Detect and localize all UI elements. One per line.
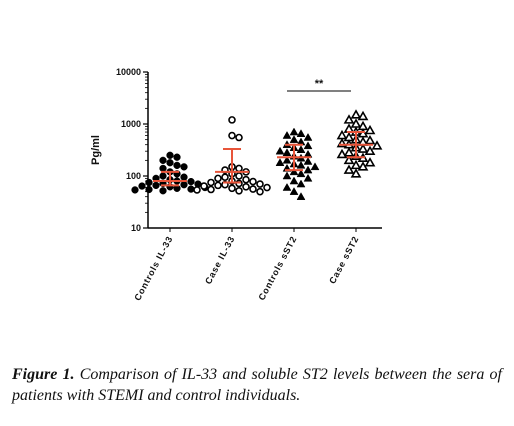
point xyxy=(228,131,236,140)
point xyxy=(173,153,181,161)
point xyxy=(282,148,292,156)
point xyxy=(296,192,306,200)
point xyxy=(303,157,313,165)
point xyxy=(159,172,167,180)
point xyxy=(180,181,188,189)
point xyxy=(228,116,236,124)
point xyxy=(343,164,355,174)
point xyxy=(200,182,208,190)
point xyxy=(159,187,167,195)
y-axis-label: Pg/ml xyxy=(90,135,102,165)
chart: Pg/ml 10 100 1000 10000 Controls IL-33 Case I… xyxy=(90,67,383,302)
point xyxy=(282,171,292,180)
point xyxy=(289,167,299,176)
point xyxy=(221,173,229,181)
point xyxy=(303,132,313,141)
x-tick-label: Controls IL-33 xyxy=(132,234,174,302)
point xyxy=(214,181,222,190)
point xyxy=(159,164,167,173)
x-tick-label: Case IL-33 xyxy=(203,234,237,286)
point xyxy=(296,169,306,178)
y-tick-label: 10 xyxy=(131,223,141,233)
point xyxy=(282,131,292,139)
point xyxy=(350,168,362,178)
point xyxy=(350,118,362,128)
point xyxy=(364,124,376,135)
point xyxy=(166,159,174,167)
point xyxy=(296,145,306,153)
point xyxy=(138,182,146,190)
point xyxy=(228,184,236,193)
point xyxy=(296,129,306,137)
point xyxy=(242,175,250,184)
point xyxy=(152,181,160,190)
point xyxy=(235,172,243,180)
point xyxy=(357,161,369,171)
point xyxy=(235,133,243,142)
point xyxy=(256,180,264,188)
y-tick-label: 10000 xyxy=(116,67,141,77)
point xyxy=(275,158,285,166)
point xyxy=(193,186,201,194)
x-tick-label: Case sST2 xyxy=(327,234,361,285)
point xyxy=(207,178,215,187)
point xyxy=(296,160,306,169)
point xyxy=(256,187,264,196)
point xyxy=(207,185,215,194)
point xyxy=(310,162,320,171)
point xyxy=(173,161,181,170)
x-tick-label: Controls sST2 xyxy=(256,234,298,302)
point xyxy=(282,155,292,164)
caption-label: Figure 1. xyxy=(12,366,75,383)
point xyxy=(303,165,313,174)
y-tick-label: 100 xyxy=(126,171,141,181)
point xyxy=(145,178,153,187)
point xyxy=(364,145,376,155)
point xyxy=(343,154,355,165)
point xyxy=(289,135,299,143)
point xyxy=(296,179,306,188)
point xyxy=(343,114,355,124)
point xyxy=(364,157,376,167)
significance-label: ** xyxy=(315,78,324,90)
point xyxy=(166,151,174,159)
point xyxy=(303,141,313,150)
point xyxy=(159,156,167,164)
point xyxy=(242,182,250,191)
point xyxy=(214,174,222,183)
point xyxy=(357,143,369,153)
point xyxy=(357,110,369,121)
point xyxy=(249,177,257,186)
point xyxy=(357,128,369,138)
point xyxy=(350,109,362,119)
point xyxy=(235,164,243,173)
point xyxy=(275,146,285,155)
y-tick-label: 1000 xyxy=(121,119,141,129)
point xyxy=(249,185,257,193)
point xyxy=(336,148,348,159)
point xyxy=(180,163,188,171)
point xyxy=(131,186,139,194)
caption: Figure 1. Comparison of IL-33 and solubl… xyxy=(12,364,502,406)
point xyxy=(289,187,299,195)
point xyxy=(187,177,195,186)
point xyxy=(263,183,271,192)
point xyxy=(235,186,243,195)
point xyxy=(282,183,292,191)
point xyxy=(145,185,153,194)
point xyxy=(180,173,188,181)
caption-text: Comparison of IL-33 and soluble ST2 leve… xyxy=(12,366,502,404)
point xyxy=(364,134,376,145)
point xyxy=(303,173,313,182)
point xyxy=(289,176,299,185)
point xyxy=(289,127,299,136)
point xyxy=(371,140,383,150)
